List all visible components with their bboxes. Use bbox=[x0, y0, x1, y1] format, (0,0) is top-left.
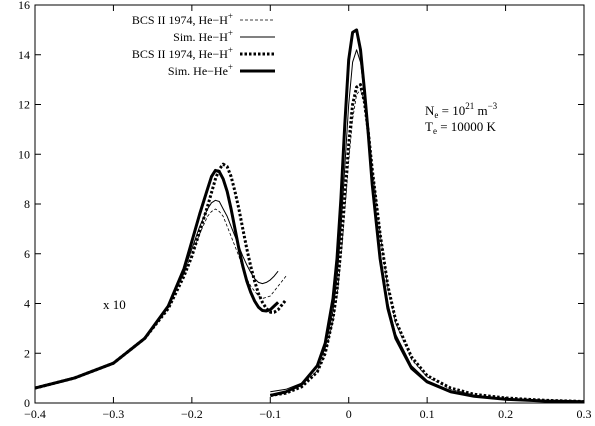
y-tick-label: 10 bbox=[18, 147, 30, 161]
y-tick-label: 16 bbox=[18, 0, 30, 12]
x-tick-label: 0.2 bbox=[498, 407, 513, 421]
x-tick-label: 0.3 bbox=[577, 407, 592, 421]
x-tick-label: −0.3 bbox=[103, 407, 125, 421]
y-tick-label: 4 bbox=[24, 297, 30, 311]
series-line-thick-dotted bbox=[34, 83, 585, 403]
legend-label: BCS II 1974, He−H+ bbox=[132, 11, 233, 27]
x-tick-label: 0.1 bbox=[420, 407, 435, 421]
magnification-annotation: x 10 bbox=[103, 297, 126, 312]
x-tick-label: −0.4 bbox=[24, 407, 46, 421]
y-tick-label: 2 bbox=[24, 346, 30, 360]
y-tick-label: 12 bbox=[18, 98, 30, 112]
legend-label: Sim. He−He+ bbox=[168, 62, 233, 78]
plot-frame bbox=[34, 4, 585, 404]
legend-label: BCS II 1974, He−H+ bbox=[132, 45, 233, 61]
legend: BCS II 1974, He−H+Sim. He−H+BCS II 1974,… bbox=[132, 11, 275, 78]
axis-ticks: −0.4 −0.3 −0.2 −0.1 0 0.1 0.2 0.3 0 2 4 6 8 10 12 14 16 bbox=[18, 0, 592, 421]
x-tick-label: 0 bbox=[346, 407, 352, 421]
temperature-annotation: Te = 10000 K bbox=[425, 119, 497, 136]
density-annotation: Ne = 1021 m−3 bbox=[425, 101, 498, 120]
legend-label: Sim. He−H+ bbox=[173, 28, 233, 44]
series-lines bbox=[34, 28, 585, 404]
y-tick-label: 0 bbox=[24, 396, 30, 410]
y-tick-label: 8 bbox=[24, 197, 30, 211]
x-tick-label: −0.2 bbox=[181, 407, 203, 421]
y-tick-label: 6 bbox=[24, 247, 30, 261]
y-tick-label: 14 bbox=[18, 48, 30, 62]
series-line-thick-solid bbox=[34, 28, 585, 404]
series-line-thin-dashed bbox=[34, 89, 585, 402]
series-line-thin-solid bbox=[34, 49, 585, 403]
x-tick-label: −0.1 bbox=[259, 407, 281, 421]
